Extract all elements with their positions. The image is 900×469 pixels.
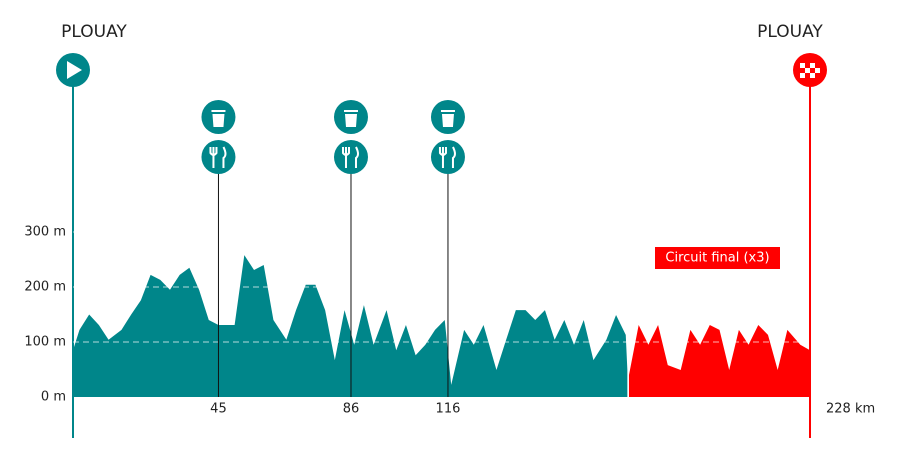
x-tick-label: 116	[436, 402, 461, 417]
finish-flag	[805, 68, 810, 73]
y-tick-label: 100 m	[24, 335, 66, 350]
bin-glyph	[440, 110, 455, 127]
food-icon	[201, 140, 236, 174]
bin-glyph	[343, 110, 358, 127]
profile-area	[628, 324, 810, 397]
finish-flag	[800, 73, 805, 78]
bin-glyph	[211, 110, 226, 127]
fork-glyph	[438, 146, 456, 168]
x-tick-label: 86	[343, 402, 360, 417]
finish-label: PLOUAY	[757, 22, 823, 42]
y-tick-label: 200 m	[24, 280, 66, 295]
finish-flag	[810, 73, 815, 78]
y-tick-label: 300 m	[24, 225, 66, 240]
finish-flag	[800, 63, 805, 68]
x-tick-label: 228 km	[826, 402, 875, 417]
profile-area	[73, 255, 628, 397]
food-icon	[430, 140, 465, 174]
legend-label: Circuit final (x3)	[665, 251, 769, 266]
start-label: PLOUAY	[61, 22, 127, 42]
x-tick-label: 45	[210, 402, 227, 417]
y-tick-label: 0 m	[41, 390, 66, 405]
start-arrow	[67, 61, 82, 79]
fork-glyph	[341, 146, 359, 168]
legend-box	[655, 247, 780, 269]
food-icon	[333, 140, 368, 174]
finish-flag	[815, 68, 820, 73]
fork-glyph	[209, 146, 227, 168]
finish-flag	[810, 63, 815, 68]
